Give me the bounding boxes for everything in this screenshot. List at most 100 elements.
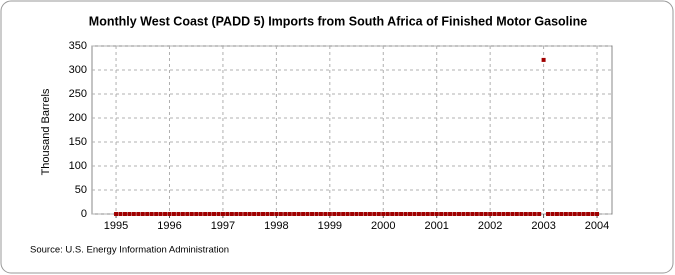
point	[399, 212, 404, 216]
point	[318, 212, 323, 216]
point	[448, 212, 453, 216]
point	[198, 212, 203, 216]
x-tick-label: 1998	[264, 220, 288, 232]
x-tick-label: 2000	[371, 220, 395, 232]
y-tick-label: 300	[69, 64, 87, 76]
point	[354, 212, 359, 216]
y-tick-label: 50	[75, 184, 87, 196]
chart-title: Monthly West Coast (PADD 5) Imports from…	[89, 14, 587, 28]
y-tick-label: 350	[69, 40, 87, 52]
point	[430, 212, 435, 216]
point	[171, 212, 176, 216]
point	[261, 212, 266, 216]
point	[212, 212, 217, 216]
point	[287, 212, 292, 216]
point	[252, 212, 257, 216]
point	[216, 212, 221, 216]
point	[407, 212, 412, 216]
point	[390, 212, 395, 216]
point	[296, 212, 301, 216]
point	[292, 212, 297, 216]
point	[497, 212, 502, 216]
x-tick-label: 2003	[531, 220, 555, 232]
point	[136, 212, 141, 216]
y-tick-label: 100	[69, 160, 87, 172]
point	[327, 212, 332, 216]
point	[131, 212, 136, 216]
point	[385, 212, 390, 216]
point	[114, 212, 119, 216]
point	[229, 212, 234, 216]
point	[465, 212, 470, 216]
point	[541, 57, 546, 62]
point	[203, 212, 208, 216]
point	[185, 212, 190, 216]
x-tick-label: 1997	[211, 220, 235, 232]
point	[421, 212, 426, 216]
point	[519, 212, 524, 216]
point	[434, 212, 439, 216]
point	[572, 212, 577, 216]
point	[550, 212, 555, 216]
point	[394, 212, 399, 216]
point	[581, 212, 586, 216]
point	[461, 212, 466, 216]
x-tick-label: 1996	[157, 220, 181, 232]
point	[189, 212, 194, 216]
x-tick-label: 1995	[104, 220, 128, 232]
point	[176, 212, 181, 216]
point	[514, 212, 519, 216]
point	[479, 212, 484, 216]
point	[510, 212, 515, 216]
point	[443, 212, 448, 216]
point	[238, 212, 243, 216]
point	[532, 212, 537, 216]
point	[528, 212, 533, 216]
point	[412, 212, 417, 216]
point	[140, 212, 145, 216]
point	[501, 212, 506, 216]
point	[439, 212, 444, 216]
point	[265, 212, 270, 216]
point	[577, 212, 582, 216]
point	[274, 212, 279, 216]
point	[247, 212, 252, 216]
y-tick-label: 150	[69, 136, 87, 148]
point	[336, 212, 341, 216]
point	[180, 212, 185, 216]
point	[305, 212, 310, 216]
point	[269, 212, 274, 216]
point	[158, 212, 163, 216]
point	[474, 212, 479, 216]
y-tick-label: 0	[81, 208, 87, 220]
point	[523, 212, 528, 216]
y-tick-label: 250	[69, 88, 87, 100]
point	[323, 212, 328, 216]
y-axis-label: Thousand Barrels	[40, 88, 52, 175]
point	[256, 212, 261, 216]
point	[332, 212, 337, 216]
point	[122, 212, 127, 216]
point	[207, 212, 212, 216]
point	[488, 212, 493, 216]
point	[537, 212, 542, 216]
point	[554, 212, 559, 216]
point	[563, 212, 568, 216]
point	[310, 212, 315, 216]
point	[278, 212, 283, 216]
x-tick-label: 2004	[585, 220, 609, 232]
point	[586, 212, 591, 216]
source: Source: U.S. Energy Information Administ…	[30, 245, 229, 256]
point	[243, 212, 248, 216]
point	[149, 212, 154, 216]
point	[505, 212, 510, 216]
point	[220, 212, 225, 216]
point	[363, 212, 368, 216]
point	[358, 212, 363, 216]
point	[590, 212, 595, 216]
point	[127, 212, 132, 216]
point	[372, 212, 377, 216]
point	[559, 212, 564, 216]
point	[283, 212, 288, 216]
